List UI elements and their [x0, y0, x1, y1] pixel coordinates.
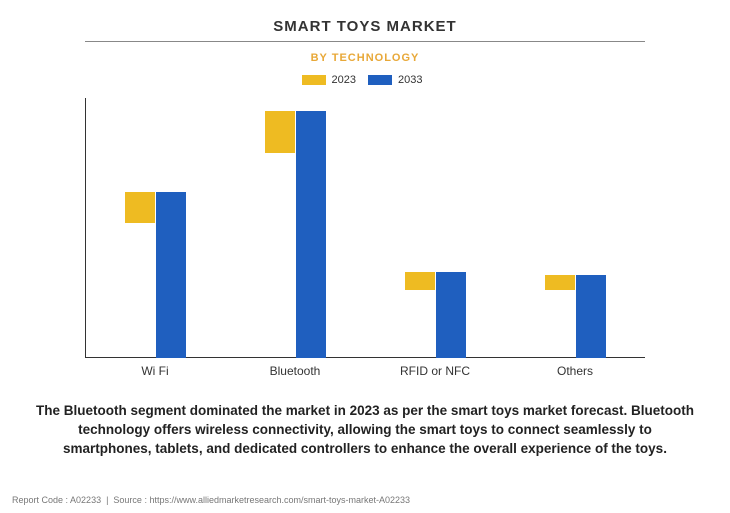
- title-underline: [85, 41, 645, 42]
- legend-label-2033: 2033: [398, 74, 422, 86]
- bar-others-2023: [545, 275, 575, 291]
- legend-label-2023: 2023: [332, 74, 356, 86]
- footer-report-code: A02233: [70, 495, 101, 505]
- bar-bluetooth-2033: [296, 111, 326, 358]
- legend: 2023 2033: [0, 74, 730, 86]
- footer: Report Code : A02233 | Source : https://…: [12, 495, 410, 505]
- xlabel-wifi: Wi Fi: [85, 364, 225, 378]
- bar-wifi-2023: [125, 192, 155, 223]
- bar-bluetooth-2023: [265, 111, 295, 153]
- bar-group-others: [505, 275, 645, 358]
- footer-report-label: Report Code :: [12, 495, 68, 505]
- chart-subtitle: BY TECHNOLOGY: [0, 52, 730, 64]
- xlabel-others: Others: [505, 364, 645, 378]
- bar-rfid-2023: [405, 272, 435, 290]
- chart-title: SMART TOYS MARKET: [0, 0, 730, 35]
- x-axis-labels: Wi Fi Bluetooth RFID or NFC Others: [85, 364, 645, 378]
- bar-rfid-2033: [436, 272, 466, 358]
- chart-plot-area: [85, 98, 645, 358]
- legend-swatch-2033: [368, 75, 392, 85]
- bar-wifi-2033: [156, 192, 186, 358]
- footer-source-label: Source :: [113, 495, 147, 505]
- xlabel-bluetooth: Bluetooth: [225, 364, 365, 378]
- bar-group-rfid: [365, 272, 505, 358]
- bar-group-wifi: [85, 192, 225, 358]
- footer-source-url: https://www.alliedmarketresearch.com/sma…: [149, 495, 410, 505]
- bar-others-2033: [576, 275, 606, 358]
- legend-swatch-2023: [302, 75, 326, 85]
- xlabel-rfid: RFID or NFC: [365, 364, 505, 378]
- bar-group-bluetooth: [225, 111, 365, 358]
- description-text: The Bluetooth segment dominated the mark…: [35, 402, 695, 459]
